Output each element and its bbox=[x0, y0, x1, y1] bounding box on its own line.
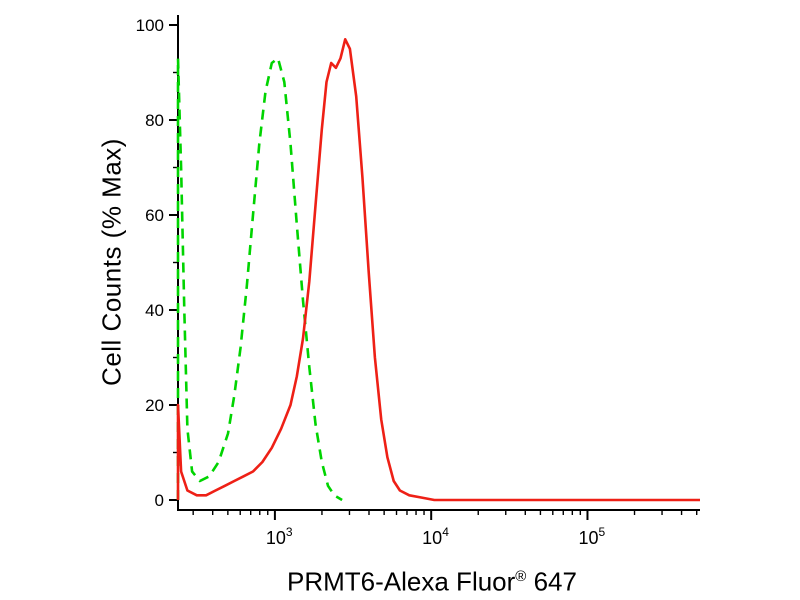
y-tick-label: 100 bbox=[136, 16, 164, 35]
red-solid-curve bbox=[176, 38, 700, 502]
y-axis-label: Cell Counts (% Max) bbox=[96, 138, 127, 386]
y-tick-label: 20 bbox=[145, 396, 164, 415]
x-axis-label-suffix: 647 bbox=[526, 566, 577, 597]
y-tick-label: 60 bbox=[145, 206, 164, 225]
x-tick-label: 103 bbox=[266, 525, 293, 548]
y-tick-label: 0 bbox=[155, 491, 164, 510]
x-axis-label-text: PRMT6-Alexa Fluor bbox=[287, 566, 516, 597]
registered-trademark-symbol: ® bbox=[515, 567, 527, 585]
green-dashed-curve bbox=[176, 57, 343, 502]
x-tick-label: 104 bbox=[422, 525, 449, 548]
y-tick-label: 40 bbox=[145, 301, 164, 320]
x-axis-label: PRMT6-Alexa Fluor® 647 bbox=[287, 567, 577, 598]
y-tick-label: 80 bbox=[145, 111, 164, 130]
x-tick-label: 105 bbox=[578, 525, 605, 548]
